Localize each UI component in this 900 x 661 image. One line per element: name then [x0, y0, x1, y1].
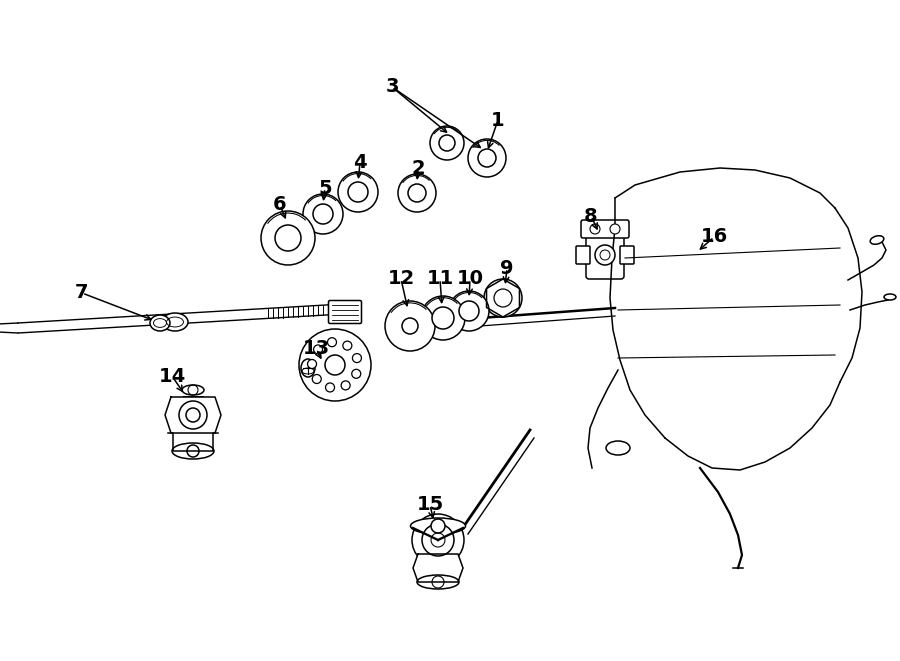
Circle shape — [313, 204, 333, 224]
Text: 4: 4 — [353, 153, 367, 173]
Circle shape — [299, 329, 371, 401]
Ellipse shape — [410, 518, 465, 534]
Circle shape — [449, 291, 489, 331]
Circle shape — [430, 126, 464, 160]
Ellipse shape — [150, 315, 170, 331]
Circle shape — [459, 301, 479, 321]
Circle shape — [179, 401, 207, 429]
FancyBboxPatch shape — [581, 220, 629, 238]
FancyBboxPatch shape — [328, 301, 362, 323]
Circle shape — [326, 383, 335, 392]
FancyBboxPatch shape — [620, 246, 634, 264]
Text: 10: 10 — [456, 270, 483, 288]
Circle shape — [408, 184, 426, 202]
Polygon shape — [413, 554, 463, 582]
Text: 1: 1 — [491, 110, 505, 130]
Circle shape — [595, 245, 615, 265]
Text: 2: 2 — [411, 159, 425, 178]
Ellipse shape — [884, 294, 896, 300]
Circle shape — [478, 149, 496, 167]
Circle shape — [484, 279, 522, 317]
Circle shape — [432, 307, 454, 329]
Text: 5: 5 — [319, 178, 332, 198]
Ellipse shape — [301, 359, 315, 377]
Text: 15: 15 — [417, 496, 444, 514]
Circle shape — [352, 369, 361, 378]
Circle shape — [275, 225, 301, 251]
Circle shape — [468, 139, 506, 177]
Circle shape — [341, 381, 350, 390]
Ellipse shape — [417, 575, 459, 589]
FancyBboxPatch shape — [576, 246, 590, 264]
Text: 14: 14 — [158, 366, 185, 385]
Polygon shape — [165, 397, 221, 433]
Circle shape — [343, 341, 352, 350]
Polygon shape — [18, 303, 360, 333]
Text: 9: 9 — [500, 258, 514, 278]
Text: 11: 11 — [427, 270, 454, 288]
Circle shape — [308, 360, 317, 368]
Circle shape — [439, 135, 455, 151]
Polygon shape — [0, 323, 18, 333]
Ellipse shape — [606, 441, 630, 455]
Circle shape — [398, 174, 436, 212]
Text: 6: 6 — [274, 196, 287, 215]
Circle shape — [312, 375, 321, 383]
Circle shape — [338, 172, 378, 212]
Circle shape — [402, 318, 418, 334]
Ellipse shape — [870, 236, 884, 245]
Ellipse shape — [172, 443, 214, 459]
Text: 7: 7 — [76, 284, 89, 303]
FancyBboxPatch shape — [586, 231, 624, 279]
Ellipse shape — [182, 385, 204, 395]
Circle shape — [353, 354, 362, 363]
Polygon shape — [610, 168, 862, 470]
Circle shape — [313, 345, 322, 354]
Circle shape — [610, 224, 620, 234]
Circle shape — [325, 355, 345, 375]
Circle shape — [328, 338, 337, 347]
Text: 8: 8 — [584, 206, 598, 225]
Circle shape — [421, 296, 465, 340]
Ellipse shape — [162, 313, 188, 331]
Circle shape — [412, 514, 464, 566]
Text: 16: 16 — [700, 227, 727, 247]
Circle shape — [422, 524, 454, 556]
Circle shape — [261, 211, 315, 265]
Circle shape — [385, 301, 435, 351]
Circle shape — [186, 408, 200, 422]
Circle shape — [303, 194, 343, 234]
Text: 13: 13 — [302, 340, 329, 358]
Text: 3: 3 — [385, 77, 399, 97]
Circle shape — [590, 224, 600, 234]
Text: 12: 12 — [387, 270, 415, 288]
Circle shape — [431, 519, 445, 533]
Circle shape — [348, 182, 368, 202]
